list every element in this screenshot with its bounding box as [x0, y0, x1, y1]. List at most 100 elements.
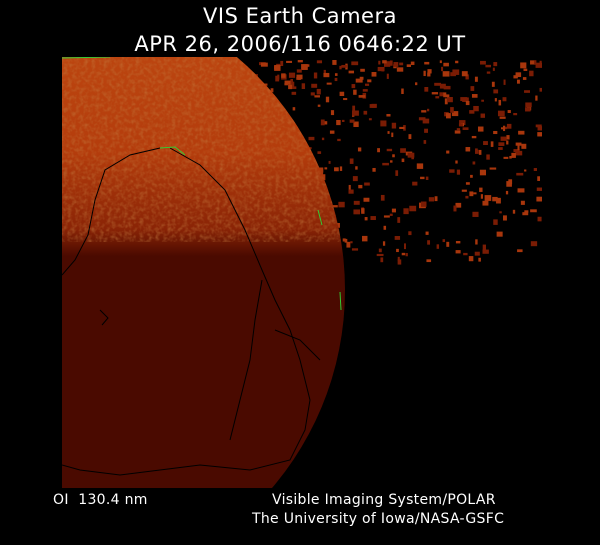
- speckle: [353, 89, 357, 95]
- speckle: [425, 176, 429, 180]
- speckle: [351, 61, 359, 66]
- speckle: [535, 124, 542, 128]
- speckle: [484, 195, 492, 201]
- speckle: [470, 174, 473, 178]
- speckle: [455, 60, 459, 64]
- speckle: [423, 70, 426, 77]
- speckle: [539, 60, 542, 64]
- speckle: [343, 98, 348, 101]
- speckle: [474, 76, 478, 82]
- speckle: [288, 81, 295, 88]
- speckle: [362, 235, 368, 242]
- speckle: [290, 78, 293, 83]
- speckle: [334, 77, 338, 82]
- speckle: [363, 197, 370, 202]
- speckle: [381, 68, 385, 72]
- speckle: [431, 92, 439, 95]
- speckle: [455, 250, 461, 254]
- speckle: [396, 248, 399, 253]
- speckle: [391, 208, 396, 213]
- speckle: [418, 117, 426, 121]
- speckle: [360, 68, 365, 72]
- speckle: [399, 62, 404, 66]
- speckle: [341, 119, 345, 122]
- speckle: [387, 131, 390, 134]
- speckle: [482, 244, 486, 251]
- speckle: [445, 94, 450, 98]
- speckle: [517, 188, 525, 193]
- speckle: [365, 83, 370, 86]
- speckle: [288, 72, 296, 78]
- speckle: [455, 240, 461, 244]
- speckle: [284, 80, 291, 85]
- speckle: [382, 241, 386, 246]
- speckle: [470, 86, 475, 91]
- coastline: [62, 147, 321, 476]
- speckle: [280, 60, 284, 66]
- speckle: [260, 62, 268, 67]
- speckle: [456, 128, 461, 131]
- speckle: [465, 74, 469, 80]
- speckle: [420, 176, 425, 180]
- speckle: [482, 200, 489, 206]
- speckle: [497, 110, 505, 117]
- speckle: [481, 99, 484, 102]
- speckle: [427, 69, 432, 74]
- speckle: [274, 65, 281, 71]
- speckle: [348, 189, 354, 194]
- speckle: [357, 147, 362, 152]
- speckle: [474, 251, 480, 256]
- speckle: [422, 118, 430, 124]
- speckle: [522, 212, 529, 216]
- speckle: [468, 256, 474, 262]
- speckle: [465, 182, 470, 185]
- speckle: [281, 73, 286, 78]
- speckle: [383, 215, 390, 218]
- speckle: [515, 72, 522, 78]
- speckle: [332, 205, 338, 208]
- speckle: [458, 123, 463, 127]
- speckle: [420, 201, 427, 207]
- speckle: [537, 132, 542, 137]
- speckle: [380, 257, 384, 263]
- speckle: [516, 79, 520, 84]
- speckle: [353, 121, 359, 128]
- speckle: [472, 211, 479, 217]
- speckle: [536, 187, 542, 191]
- speckle: [372, 167, 376, 172]
- speckle: [442, 239, 446, 243]
- speckle: [378, 60, 381, 65]
- speckle: [517, 249, 523, 253]
- speckle: [434, 82, 442, 86]
- speckle: [408, 134, 412, 140]
- speckle: [439, 60, 442, 64]
- speckle: [530, 241, 538, 247]
- speckle: [383, 61, 391, 67]
- speckle: [434, 196, 438, 202]
- speckle: [339, 166, 343, 171]
- speckle: [351, 84, 356, 89]
- speckle: [446, 241, 450, 247]
- speckle: [454, 130, 461, 134]
- speckle: [370, 216, 376, 221]
- speckle: [525, 107, 531, 112]
- speckle: [382, 60, 387, 64]
- speckle: [412, 181, 418, 186]
- speckle: [358, 184, 363, 189]
- speckle: [292, 107, 296, 111]
- speckle: [382, 162, 389, 166]
- speckle: [513, 75, 518, 79]
- speckle: [348, 70, 355, 74]
- speckle: [473, 192, 477, 195]
- speckle: [367, 79, 372, 83]
- speckle: [386, 73, 389, 79]
- speckle: [321, 137, 325, 141]
- speckle: [399, 126, 405, 130]
- speckle: [520, 62, 527, 69]
- speckle: [496, 231, 503, 237]
- speckle: [316, 88, 321, 95]
- speckle: [493, 62, 498, 67]
- speckle: [507, 110, 511, 114]
- speckle: [535, 62, 542, 68]
